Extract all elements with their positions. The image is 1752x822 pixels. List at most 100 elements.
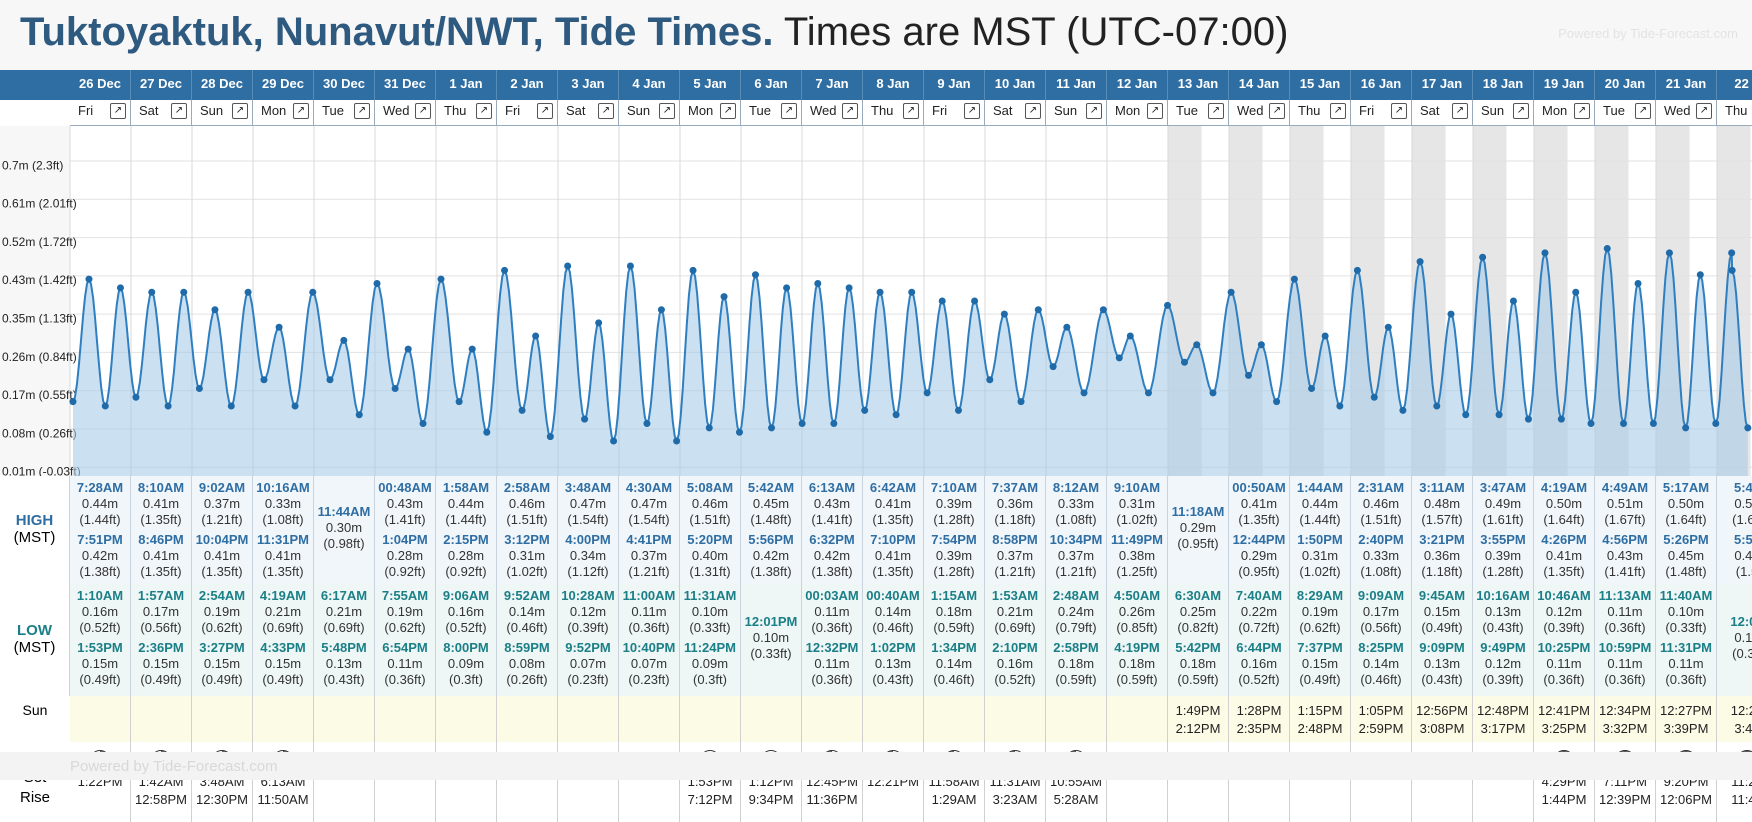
tide-point[interactable] xyxy=(1063,323,1071,331)
tide-point[interactable] xyxy=(657,306,665,314)
tide-point[interactable] xyxy=(1034,306,1042,314)
tide-point[interactable] xyxy=(1557,415,1565,423)
expand-icon[interactable]: ↗ xyxy=(232,103,248,119)
tide-point[interactable] xyxy=(626,262,634,270)
tide-point[interactable] xyxy=(830,420,838,427)
day-header[interactable]: Mon ↗ xyxy=(1107,100,1168,126)
tide-point[interactable] xyxy=(1728,266,1736,274)
tide-point[interactable] xyxy=(244,288,252,296)
day-header[interactable]: Sat ↗ xyxy=(985,100,1046,126)
tide-point[interactable] xyxy=(1587,420,1595,427)
tide-point[interactable] xyxy=(1115,354,1123,362)
day-header[interactable]: Sat ↗ xyxy=(558,100,619,126)
expand-icon[interactable]: ↗ xyxy=(1391,103,1407,119)
tide-point[interactable] xyxy=(1620,420,1628,427)
tide-point[interactable] xyxy=(1370,393,1378,401)
tide-point[interactable] xyxy=(1603,245,1611,252)
day-header[interactable]: Thu↗ xyxy=(1290,100,1351,126)
tide-point[interactable] xyxy=(720,293,728,301)
day-header[interactable]: Tue ↗ xyxy=(314,100,375,126)
day-header[interactable]: Fri ↗ xyxy=(1351,100,1412,126)
tide-point[interactable] xyxy=(1193,341,1201,349)
tide-point[interactable] xyxy=(923,389,931,397)
tide-point[interactable] xyxy=(455,398,463,406)
tide-point[interactable] xyxy=(437,275,445,283)
expand-icon[interactable]: ↗ xyxy=(171,103,187,119)
tide-point[interactable] xyxy=(1000,310,1008,318)
day-header[interactable]: Mon ↗ xyxy=(1534,100,1595,126)
day-header[interactable]: Tue ↗ xyxy=(1168,100,1229,126)
expand-icon[interactable]: ↗ xyxy=(720,103,736,119)
tide-point[interactable] xyxy=(1649,420,1657,427)
tide-point[interactable] xyxy=(751,271,759,279)
tide-point[interactable] xyxy=(404,345,412,353)
tide-point[interactable] xyxy=(1572,288,1580,296)
tide-point[interactable] xyxy=(1181,358,1189,366)
tide-point[interactable] xyxy=(1080,389,1088,397)
tide-point[interactable] xyxy=(1209,389,1217,397)
tide-point[interactable] xyxy=(373,280,381,287)
tide-point[interactable] xyxy=(1244,371,1252,379)
tide-point[interactable] xyxy=(845,284,853,292)
day-header[interactable]: Wed ↗ xyxy=(375,100,436,126)
tide-point[interactable] xyxy=(1290,275,1298,283)
tide-point[interactable] xyxy=(1399,406,1407,414)
tide-point[interactable] xyxy=(1308,385,1316,392)
expand-icon[interactable]: ↗ xyxy=(537,103,553,119)
tide-point[interactable] xyxy=(938,297,946,305)
tide-point[interactable] xyxy=(1682,424,1690,432)
day-header[interactable]: Wed ↗ xyxy=(1229,100,1290,126)
tide-point[interactable] xyxy=(518,406,526,414)
tide-point[interactable] xyxy=(595,319,603,327)
tide-point[interactable] xyxy=(1126,332,1134,340)
tide-point[interactable] xyxy=(309,288,317,296)
tide-point[interactable] xyxy=(1144,389,1152,397)
day-header[interactable]: Sun ↗ xyxy=(192,100,253,126)
tide-point[interactable] xyxy=(227,402,235,410)
day-header[interactable]: Tue ↗ xyxy=(741,100,802,126)
expand-icon[interactable]: ↗ xyxy=(1330,103,1346,119)
expand-icon[interactable]: ↗ xyxy=(1452,103,1468,119)
tide-point[interactable] xyxy=(148,288,156,296)
tide-point[interactable] xyxy=(211,306,219,314)
day-header[interactable]: Sun ↗ xyxy=(1473,100,1534,126)
day-header[interactable]: Mon ↗ xyxy=(680,100,741,126)
tide-point[interactable] xyxy=(1353,266,1361,274)
tide-point[interactable] xyxy=(1257,341,1265,349)
expand-icon[interactable]: ↗ xyxy=(1025,103,1041,119)
expand-icon[interactable]: ↗ xyxy=(1574,103,1590,119)
tide-point[interactable] xyxy=(1495,411,1503,419)
day-header[interactable]: Thu↗ xyxy=(863,100,924,126)
expand-icon[interactable]: ↗ xyxy=(415,103,431,119)
day-header[interactable]: Thu↗ xyxy=(1717,100,1752,126)
tide-point[interactable] xyxy=(892,411,900,419)
tide-point[interactable] xyxy=(180,288,188,296)
tide-point[interactable] xyxy=(610,437,618,445)
tide-point[interactable] xyxy=(340,336,348,344)
tide-point[interactable] xyxy=(291,402,299,410)
expand-icon[interactable]: ↗ xyxy=(903,103,919,119)
tide-point[interactable] xyxy=(673,437,681,445)
tide-point[interactable] xyxy=(768,424,776,432)
tide-point[interactable] xyxy=(468,345,476,353)
tide-point[interactable] xyxy=(876,288,884,296)
tide-point[interactable] xyxy=(101,402,109,410)
tide-point[interactable] xyxy=(85,275,93,283)
expand-icon[interactable]: ↗ xyxy=(1635,103,1651,119)
expand-icon[interactable]: ↗ xyxy=(659,103,675,119)
tide-point[interactable] xyxy=(1462,411,1470,419)
expand-icon[interactable]: ↗ xyxy=(476,103,492,119)
day-header[interactable]: Sat ↗ xyxy=(131,100,192,126)
tide-point[interactable] xyxy=(1384,323,1392,331)
tide-point[interactable] xyxy=(391,385,399,392)
tide-point[interactable] xyxy=(1524,415,1532,423)
tide-point[interactable] xyxy=(814,280,822,287)
day-header[interactable]: Wed ↗ xyxy=(1656,100,1717,126)
expand-icon[interactable]: ↗ xyxy=(781,103,797,119)
tide-point[interactable] xyxy=(1447,310,1455,318)
tide-point[interactable] xyxy=(971,297,979,305)
tide-point[interactable] xyxy=(1433,402,1441,410)
powered-by-text[interactable]: Powered by Tide-Forecast.com xyxy=(1558,26,1738,41)
tide-point[interactable] xyxy=(861,406,869,414)
day-header[interactable]: Mon ↗ xyxy=(253,100,314,126)
